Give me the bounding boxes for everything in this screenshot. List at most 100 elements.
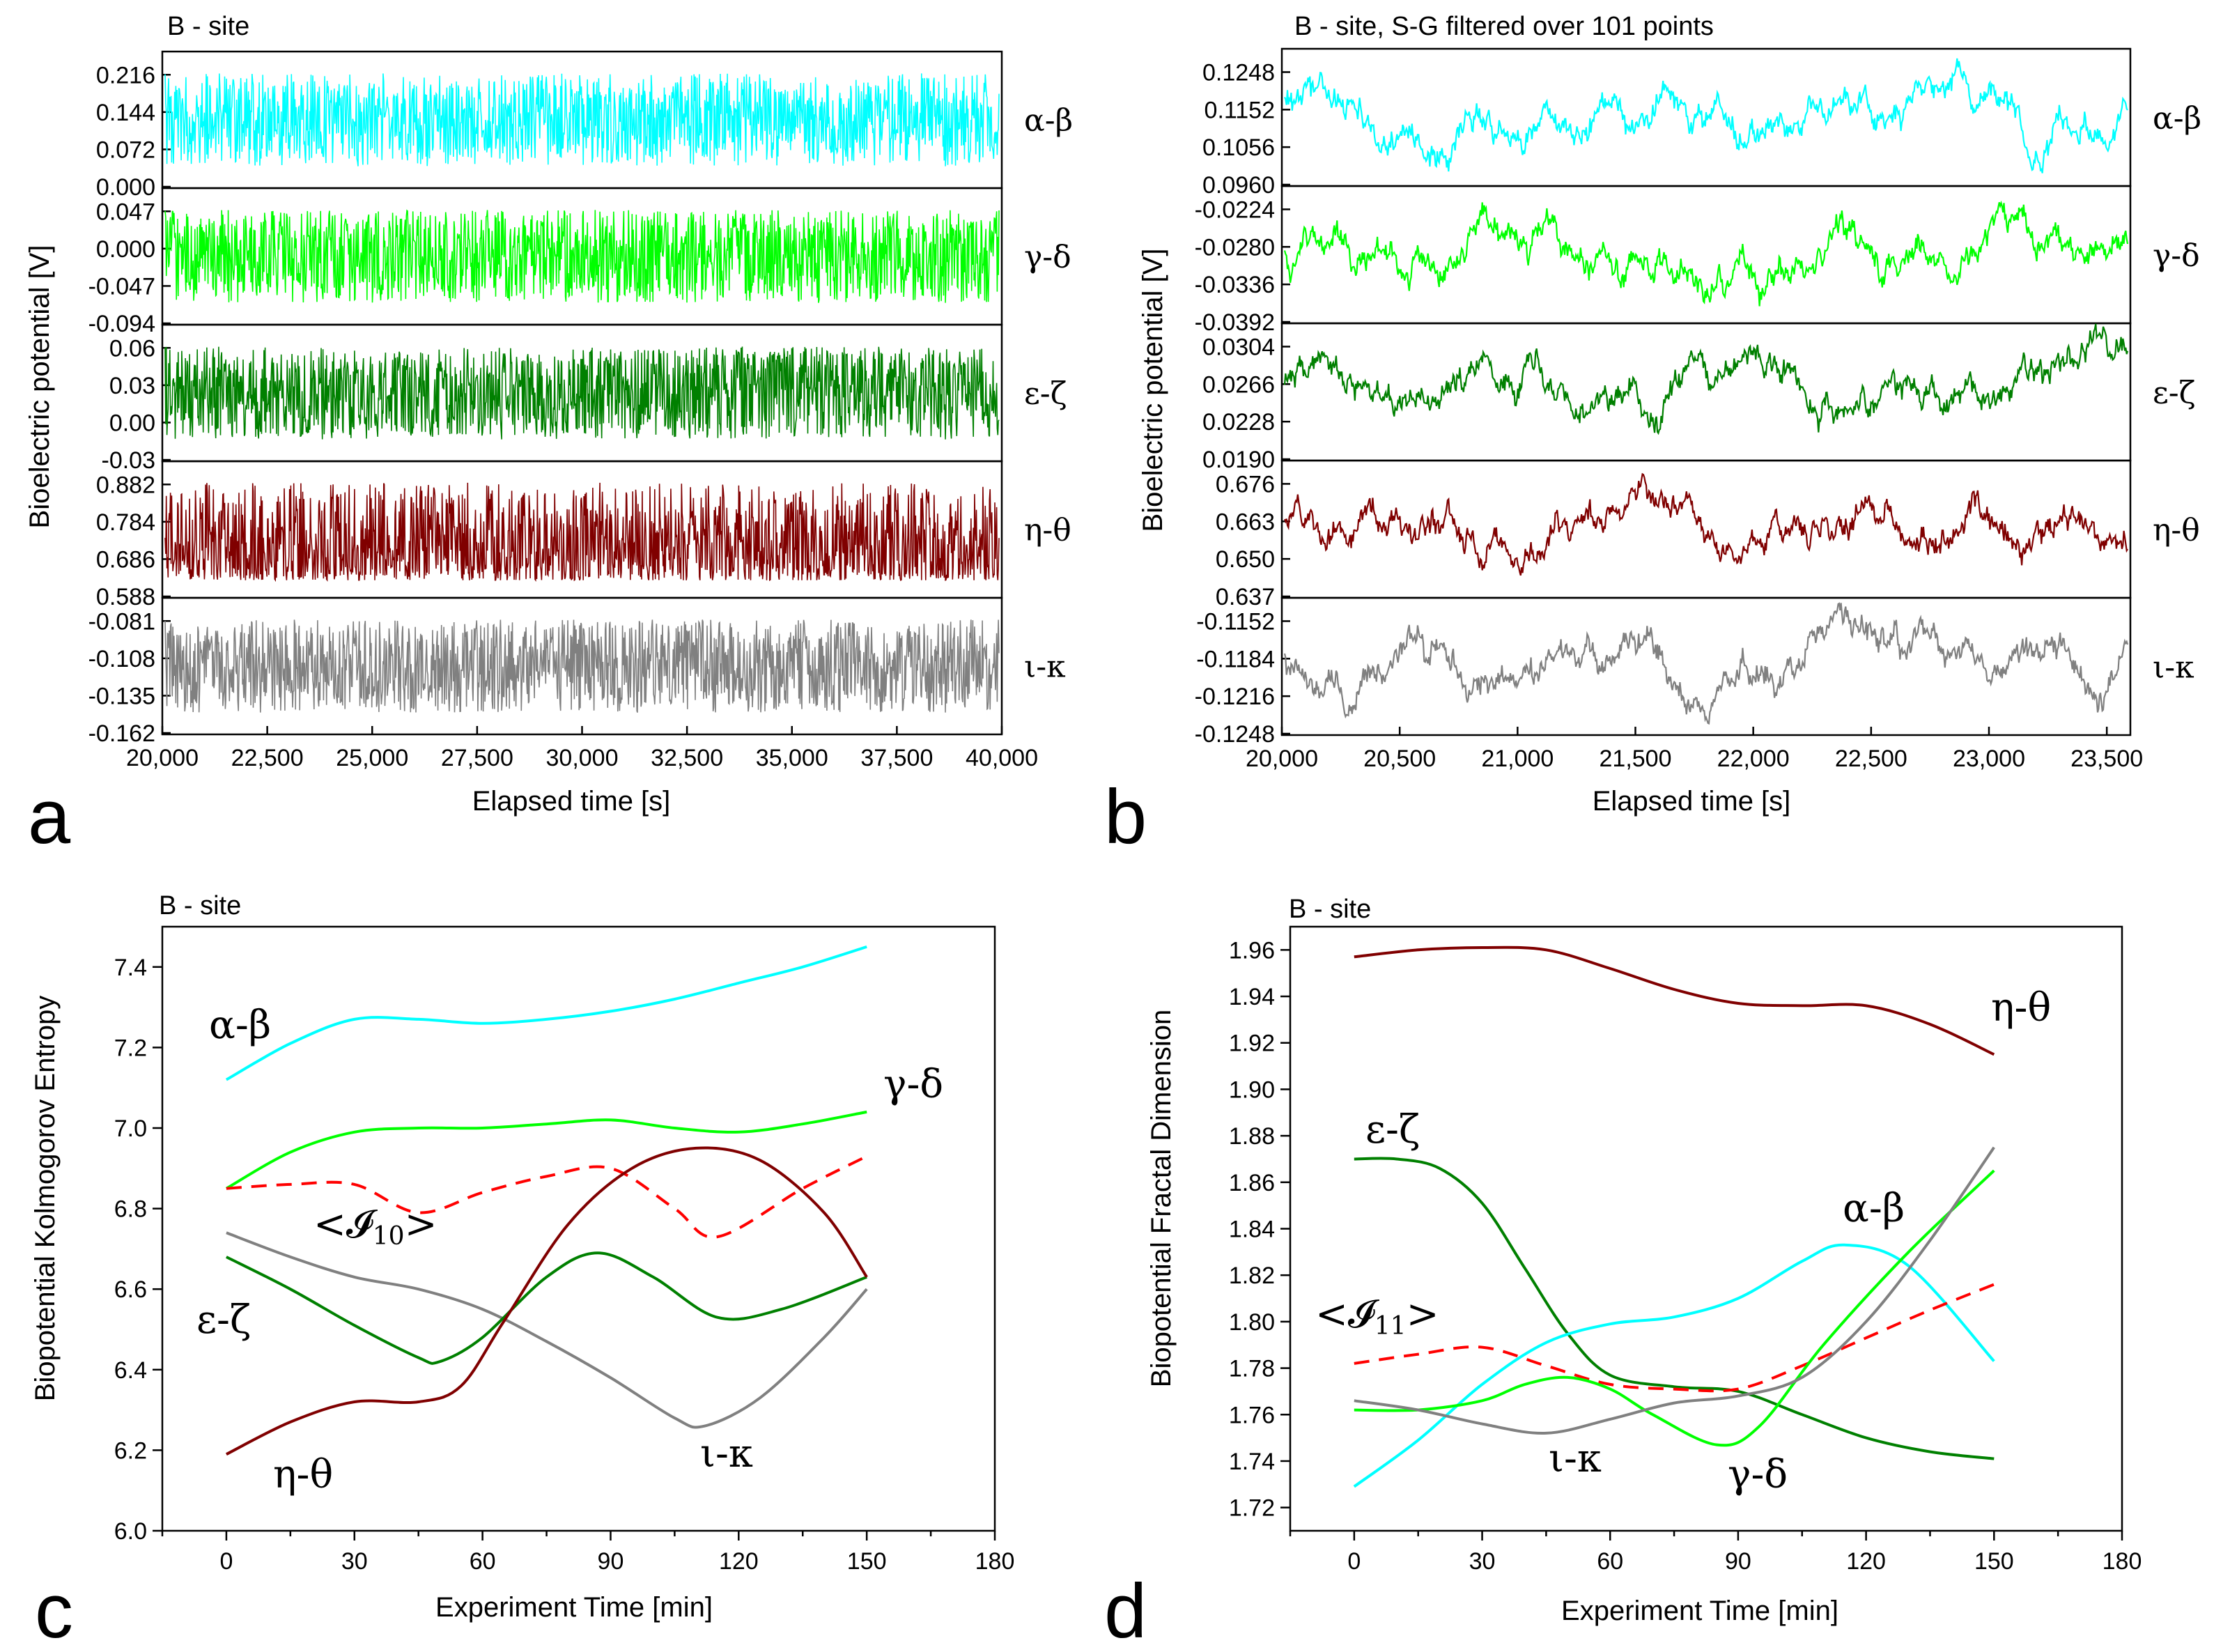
panel-b-trace <box>1283 472 2128 576</box>
panel-b-row-3: 0.676 0.663 0.650 0.637 η-θ <box>1216 459 2200 610</box>
panel-b-row-frame <box>1280 596 2132 736</box>
panel-b-xlabel: Elapsed time [s] <box>1593 786 1791 817</box>
panel-b-trace <box>1283 200 2129 307</box>
panel-a-plot: 0.2160.1440.0720.000α-β0.0470.000-0.047-… <box>88 50 1073 771</box>
panel-a-ytick-label: -0.108 <box>88 646 155 672</box>
panel-c-series-5 <box>226 1146 868 1456</box>
panel-b-row-label: ε-ζ <box>2153 375 2196 410</box>
panel-a-ytick-label: -0.03 <box>102 447 156 474</box>
panel-a-ytick-label: 0.000 <box>96 174 155 201</box>
panel-a-ytick-label: -0.135 <box>88 683 155 709</box>
panel-d-letter: d <box>1104 1568 1147 1652</box>
panel-d-ytick-label: 1.96 <box>1229 937 1275 964</box>
panel-d-xtick-label: 0 <box>1347 1548 1361 1575</box>
panel-b-ytick-label: -0.0224 <box>1195 196 1275 223</box>
panel-b-xtick-label: 21,000 <box>1481 746 1554 772</box>
panel-b-ytick-label: 0.0960 <box>1202 172 1275 199</box>
panel-d-xtick-label: 180 <box>2103 1548 2142 1575</box>
panel-b-ytick-label: -0.1248 <box>1195 721 1275 748</box>
panel-c-xtick-label: 0 <box>219 1548 233 1575</box>
panel-a-trace <box>164 482 1000 582</box>
panel-d: B - site 0 30 60 90 120 150 180 1.72 1.74 1.76 1.7… <box>1104 895 2142 1652</box>
panel-d-series-1 <box>1354 1157 1995 1460</box>
panel-b-xtick-label: 22,500 <box>1835 746 1907 772</box>
panel-a-ytick-label: 0.00 <box>109 410 155 436</box>
panel-b-row-label: α-β <box>2153 100 2201 136</box>
panel-a-ytick-label: -0.094 <box>88 311 155 337</box>
panel-a-row-label: ι-κ <box>1024 649 1066 685</box>
panel-b-row-4: -0.1152 -0.1184 -0.1216 -0.1248 ι-κ <box>1195 596 2194 748</box>
panel-c-ref-end: > <box>405 1202 438 1247</box>
panel-c-ref-sub: 10 <box>373 1222 405 1251</box>
panel-a-ytick-label: 0.06 <box>109 335 155 362</box>
panel-a-ytick-label: 0.000 <box>96 236 155 263</box>
panel-d-ytick-label: 1.84 <box>1229 1217 1275 1243</box>
panel-c-label-alpha-beta: α-β <box>209 1003 271 1048</box>
panel-a-xtick-label: 27,500 <box>441 745 513 771</box>
panel-d-label-eta-theta: η-θ <box>1991 985 2051 1030</box>
panel-a-xtick-label: 37,500 <box>860 745 933 771</box>
panel-c-plot: 0 30 60 90 120 150 180 6.0 6.2 6.4 6.6 6.8 7.0 7.2 7.4 <box>114 925 1015 1575</box>
panel-a-row-label: ε-ζ <box>1024 376 1067 412</box>
panel-b-xtick-label: 21,500 <box>1600 746 1672 772</box>
panel-c-ytick-label: 6.4 <box>114 1357 147 1384</box>
panel-a-row-4: -0.081 -0.108 -0.135 -0.162 ι-κ <box>88 596 1066 747</box>
panel-d-label-alpha-beta: α-β <box>1843 1186 1905 1231</box>
panel-c-label-epsilon-zeta: ε-ζ <box>196 1297 251 1343</box>
panel-d-plot: 0 30 60 90 120 150 180 1.72 1.74 1.76 1.78 1.80 1.82… <box>1229 925 2142 1575</box>
panel-a-ytick-label: 0.03 <box>109 373 155 399</box>
panel-a-ytick-label: -0.162 <box>88 720 155 747</box>
panel-b-ytick-label: 0.0228 <box>1202 409 1275 435</box>
panel-a-trace <box>164 619 1000 713</box>
panel-a-xlabel: Elapsed time [s] <box>472 786 671 817</box>
panel-a-ytick-label: -0.047 <box>88 273 155 300</box>
panel-b-ytick-label: 0.676 <box>1216 471 1275 497</box>
panel-b-ytick-label: 0.650 <box>1216 546 1275 573</box>
panel-b-trace <box>1284 58 2128 173</box>
panel-c-frame <box>161 925 996 1532</box>
panel-a-row-label: γ-δ <box>1024 240 1071 275</box>
panel-c-ytick-label: 7.4 <box>114 955 147 981</box>
panel-b-trace <box>1283 323 2129 435</box>
panel-d-ytick-label: 1.86 <box>1229 1170 1275 1196</box>
panel-a-row-0: 0.216 0.144 0.072 0.000 α-β <box>96 50 1073 201</box>
panel-c-series-1 <box>225 1110 867 1190</box>
panel-b: B - site, S-G filtered over 101 points 0… <box>1104 12 2201 860</box>
panel-a-xtick-label: 35,000 <box>756 745 828 771</box>
panel-a-ytick-label: -0.081 <box>88 608 155 635</box>
panel-d-ref-sub: 11 <box>1375 1312 1407 1341</box>
panel-a-xtick-label: 32,500 <box>651 745 723 771</box>
panel-d-ylabel: Biopotential Fractal Dimension <box>1146 1010 1177 1387</box>
panel-a-row-1: 0.047 0.000 -0.047 -0.094 γ-δ <box>88 187 1071 337</box>
panel-b-ytick-label: 0.1248 <box>1202 59 1275 86</box>
panel-c-label-eta-theta: η-θ <box>273 1452 333 1497</box>
panel-d-series-5 <box>1354 1146 1995 1435</box>
panel-d-ytick-label: 1.72 <box>1229 1495 1275 1522</box>
panel-c-xtick-label: 90 <box>598 1548 624 1575</box>
panel-b-trace <box>1283 602 2129 725</box>
panel-d-ytick-label: 1.88 <box>1229 1123 1275 1150</box>
panel-b-ytick-label: 0.1056 <box>1202 134 1275 161</box>
panel-b-xtick-label: 23,000 <box>1953 746 2025 772</box>
panel-c-series-0 <box>225 945 867 1081</box>
panel-c-letter: c <box>35 1568 73 1652</box>
panel-b-row-frame <box>1280 322 2132 462</box>
panel-b-row-1: -0.0224 -0.0280 -0.0336 -0.0392 γ-δ <box>1195 185 2200 336</box>
panel-d-xlabel: Experiment Time [min] <box>1561 1596 1838 1626</box>
panel-d-xtick-label: 150 <box>1974 1548 2014 1575</box>
panel-a-ytick-label: 0.686 <box>96 546 155 573</box>
panel-b-ytick-label: 0.0190 <box>1202 447 1275 473</box>
panel-d-xtick-label: 30 <box>1469 1548 1496 1575</box>
panel-a-ylabel: Bioelectric potential [V] <box>24 245 55 529</box>
panel-b-xtick-label: 20,000 <box>1246 746 1318 772</box>
panel-b-row-2: 0.0304 0.0266 0.0228 0.0190 ε-ζ <box>1202 322 2196 473</box>
panel-c-xtick-label: 180 <box>975 1548 1015 1575</box>
panel-d-ytick-label: 1.92 <box>1229 1030 1275 1057</box>
panel-c-ytick-label: 6.0 <box>114 1518 147 1545</box>
panel-b-ytick-label: 0.663 <box>1216 509 1275 535</box>
panel-c-ytick-label: 7.2 <box>114 1035 147 1061</box>
panel-d-series-4 <box>1354 1169 1995 1447</box>
panel-a-ytick-label: 0.882 <box>96 472 155 498</box>
panel-a: B - site 0.2160.1440.0720.000α-β0.0470.0… <box>24 12 1073 860</box>
panel-c-series-4 <box>226 1251 867 1365</box>
